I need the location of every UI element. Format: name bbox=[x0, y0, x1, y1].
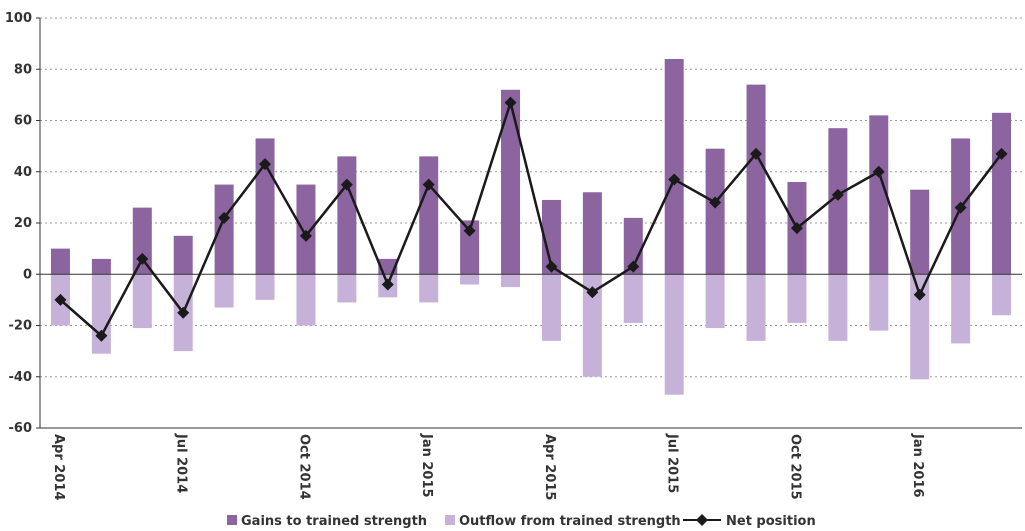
net-position-marker bbox=[750, 147, 763, 160]
bar-gains bbox=[746, 84, 766, 275]
legend-marker-net bbox=[696, 514, 708, 526]
net-position-marker bbox=[913, 288, 926, 301]
net-position-line bbox=[59, 101, 1003, 337]
bar-outflow bbox=[582, 274, 602, 377]
y-tick-labels: -60 -40 -20 0 20 40 60 80 100 bbox=[5, 11, 32, 436]
bar-outflow bbox=[664, 274, 684, 395]
net-position-marker bbox=[545, 260, 558, 273]
net-position-line-group bbox=[54, 96, 1008, 342]
bar-outflow bbox=[828, 274, 848, 341]
bar-gains bbox=[910, 189, 930, 275]
bar-gains bbox=[501, 89, 521, 275]
x-tick-label: Jan 2015 bbox=[419, 433, 434, 498]
x-tick-label: Jul 2014 bbox=[174, 433, 189, 493]
net-position-marker bbox=[422, 178, 435, 191]
axes bbox=[36, 17, 1022, 429]
legend-label-gains: Gains to trained strength bbox=[241, 514, 427, 529]
bar-gains bbox=[541, 199, 561, 275]
x-tick-label: Oct 2015 bbox=[787, 434, 802, 500]
y-tick-label: 40 bbox=[14, 165, 32, 180]
bar-outflow bbox=[910, 274, 930, 380]
y-tick-label: 60 bbox=[14, 114, 32, 129]
y-tick-label: -40 bbox=[9, 370, 33, 385]
net-position-marker bbox=[872, 165, 885, 178]
bar-gains bbox=[296, 184, 316, 275]
bar-outflow bbox=[541, 274, 561, 341]
net-position-marker bbox=[54, 293, 67, 306]
net-position-marker bbox=[95, 329, 108, 342]
legend-swatch-outflow bbox=[445, 515, 455, 525]
net-position-marker bbox=[504, 96, 517, 109]
bar-gains bbox=[132, 207, 152, 275]
bar-gains bbox=[50, 248, 70, 275]
bar-gains bbox=[705, 148, 725, 275]
bar-outflow bbox=[214, 274, 234, 308]
net-position-marker bbox=[218, 211, 231, 224]
y-tick-label: 0 bbox=[23, 267, 32, 282]
bar-outflow bbox=[869, 274, 889, 331]
bar-gains bbox=[419, 156, 439, 275]
x-tick-label: Jul 2015 bbox=[665, 433, 680, 493]
bar-outflow bbox=[255, 274, 275, 300]
bars bbox=[50, 59, 1012, 395]
bar-outflow bbox=[419, 274, 439, 303]
net-position-marker bbox=[954, 201, 967, 214]
x-tick-label: Apr 2015 bbox=[542, 434, 557, 501]
bar-gains bbox=[869, 115, 889, 275]
y-tick-label: 100 bbox=[5, 11, 32, 26]
x-tick-label: Oct 2014 bbox=[296, 434, 311, 500]
bar-outflow bbox=[787, 274, 807, 323]
x-tick-label: Apr 2014 bbox=[51, 434, 66, 501]
bar-outflow bbox=[623, 274, 643, 323]
bar-outflow bbox=[992, 274, 1012, 316]
bar-outflow bbox=[501, 274, 521, 288]
bar-gains bbox=[664, 59, 684, 275]
net-position-marker bbox=[668, 173, 681, 186]
net-position-marker bbox=[381, 278, 394, 291]
bar-outflow bbox=[296, 274, 316, 326]
net-position-marker bbox=[136, 252, 149, 265]
bar-gains bbox=[828, 128, 848, 275]
net-position-marker bbox=[790, 222, 803, 235]
bar-gains bbox=[173, 235, 193, 275]
bar-gains bbox=[582, 192, 602, 275]
net-position-marker bbox=[340, 178, 353, 191]
y-tick-label: 20 bbox=[14, 216, 32, 231]
net-position-marker bbox=[995, 147, 1008, 160]
bar-outflow bbox=[337, 274, 357, 303]
legend-swatch-gains bbox=[227, 515, 237, 525]
bar-gains bbox=[460, 220, 480, 275]
y-tick-label: 80 bbox=[14, 62, 32, 77]
net-position-marker bbox=[586, 286, 599, 299]
bar-gains bbox=[623, 217, 643, 275]
legend-label-outflow: Outflow from trained strength bbox=[459, 514, 681, 529]
net-position-marker bbox=[299, 229, 312, 242]
bar-gains bbox=[214, 184, 234, 275]
x-tick-labels: Apr 2014 Jul 2014 Oct 2014 Jan 2015 Apr 2015… bbox=[51, 433, 925, 501]
x-tick-label: Jan 2016 bbox=[910, 433, 925, 498]
net-position-marker bbox=[627, 260, 640, 273]
bar-outflow bbox=[746, 274, 766, 341]
y-tick-label: -20 bbox=[9, 319, 33, 334]
bar-outflow bbox=[91, 274, 111, 354]
bar-gains bbox=[91, 258, 111, 275]
legend: Gains to trained strength Outflow from t… bbox=[227, 514, 816, 529]
net-position-marker bbox=[259, 158, 272, 171]
net-position-marker bbox=[709, 196, 722, 209]
bar-outflow bbox=[460, 274, 480, 285]
legend-label-net: Net position bbox=[726, 514, 816, 529]
y-tick-label: -60 bbox=[9, 421, 33, 436]
bar-outflow bbox=[705, 274, 725, 329]
bar-gains bbox=[992, 112, 1012, 275]
bar-outflow bbox=[951, 274, 971, 344]
net-position-marker bbox=[831, 188, 844, 201]
bar-outflow bbox=[132, 274, 152, 329]
net-position-marker bbox=[177, 306, 190, 319]
net-position-marker bbox=[463, 224, 476, 237]
bar-gains bbox=[337, 156, 357, 275]
